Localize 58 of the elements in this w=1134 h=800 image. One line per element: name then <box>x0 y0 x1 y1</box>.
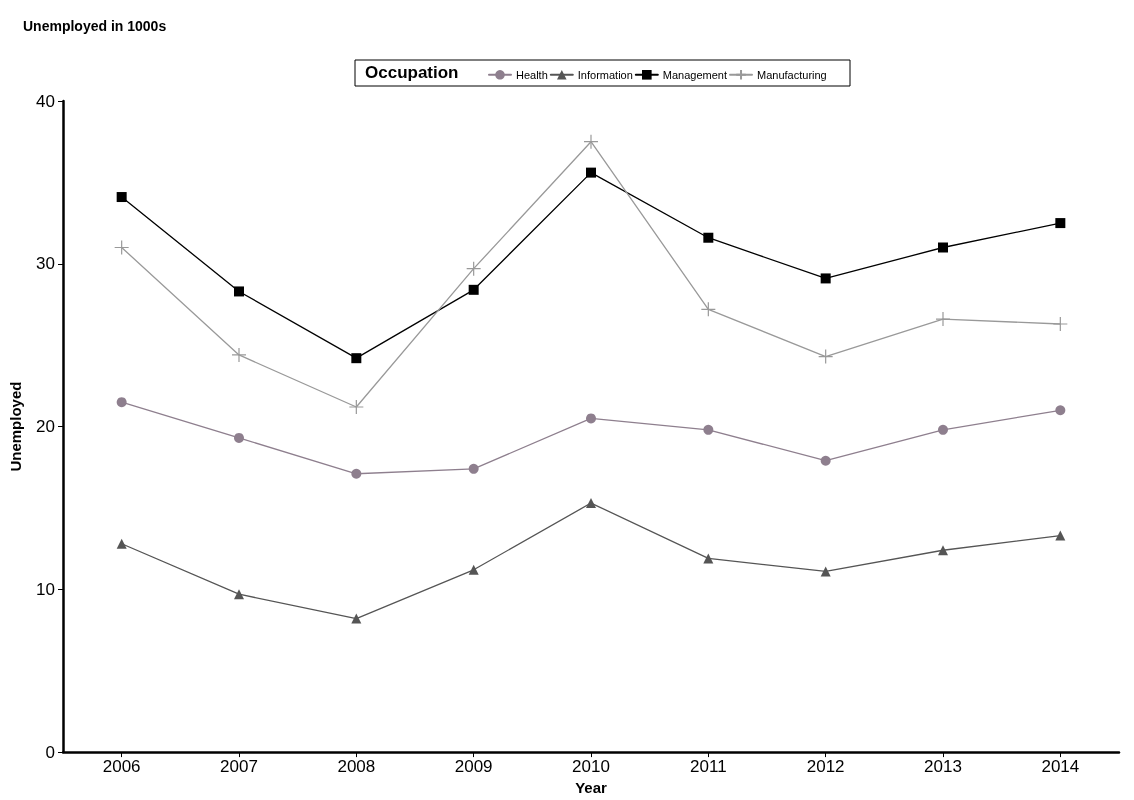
point <box>703 553 714 564</box>
x-tick-label: 2014 <box>1041 757 1080 777</box>
point <box>116 192 127 203</box>
point <box>1055 530 1066 541</box>
x-axis-title: Year <box>575 779 608 796</box>
point <box>583 134 599 150</box>
chart-title: Unemployed in 1000s <box>23 18 167 34</box>
y-tick-label: 30 <box>36 254 55 274</box>
legend-label: Information <box>577 68 633 81</box>
legend-title: Occupation <box>365 63 459 82</box>
x-tick-label: 2011 <box>690 757 727 777</box>
point <box>1055 218 1066 229</box>
point <box>466 261 482 277</box>
legend-label: Manufacturing <box>757 68 827 81</box>
point <box>820 455 831 466</box>
legend-label: Health <box>516 68 548 81</box>
point <box>468 284 479 295</box>
point <box>116 397 127 408</box>
point <box>586 413 596 424</box>
point <box>351 613 362 624</box>
point <box>351 468 362 479</box>
point <box>1052 316 1068 332</box>
point <box>116 538 127 549</box>
point <box>351 353 362 364</box>
point <box>231 347 247 363</box>
point <box>938 242 948 253</box>
legend-label: Management <box>662 68 728 81</box>
y-tick-label: 10 <box>36 579 55 599</box>
point <box>468 463 479 474</box>
x-tick-label: 2012 <box>806 757 845 777</box>
point <box>703 232 714 243</box>
x-tick-label: 2006 <box>102 757 141 777</box>
point <box>348 399 364 415</box>
point <box>586 167 596 178</box>
point <box>935 311 951 327</box>
y-axis-title: Unemployed <box>7 381 24 472</box>
x-tick-label: 2010 <box>572 757 610 777</box>
point <box>468 564 479 575</box>
point <box>234 432 244 443</box>
point <box>818 348 834 365</box>
point <box>820 273 831 284</box>
point <box>938 424 948 435</box>
y-tick-label: 20 <box>36 417 55 437</box>
point <box>114 239 130 256</box>
point <box>234 286 244 297</box>
y-tick-label: 40 <box>36 91 55 111</box>
x-tick-label: 2008 <box>337 757 376 777</box>
y-tick-label: 0 <box>45 742 55 762</box>
x-tick-label: 2009 <box>454 757 493 777</box>
point <box>234 589 244 600</box>
x-tick-label: 2013 <box>924 757 962 777</box>
point <box>938 545 948 556</box>
point <box>1055 405 1066 416</box>
x-tick-label: 2007 <box>220 757 258 777</box>
point <box>700 301 716 317</box>
point <box>703 424 714 435</box>
point <box>586 498 596 509</box>
point <box>820 566 831 577</box>
